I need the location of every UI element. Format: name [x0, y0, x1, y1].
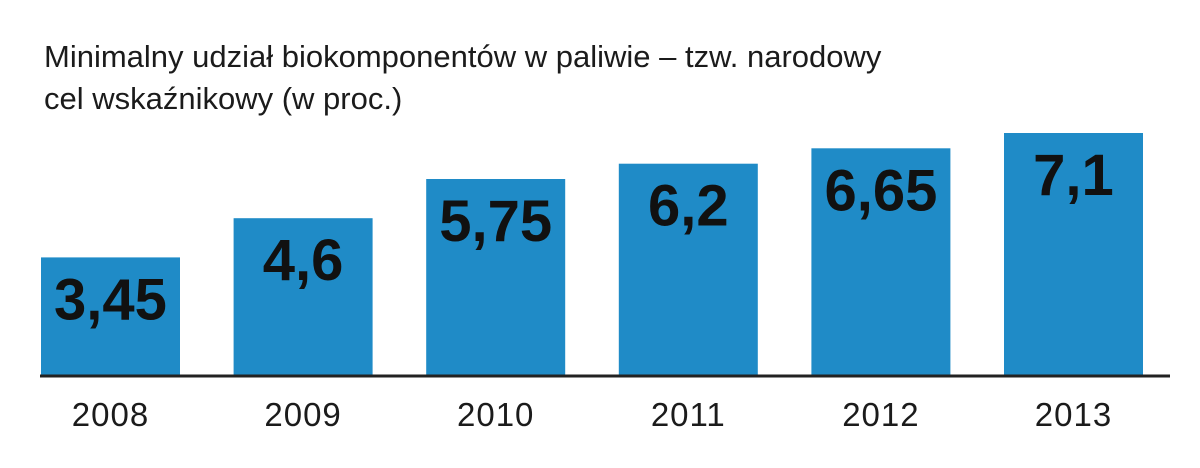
bar-2013	[1004, 133, 1143, 375]
value-label-2009: 4,6	[263, 228, 344, 293]
chart-title-line-1: Minimalny udział biokomponentów w paliwi…	[44, 39, 882, 74]
x-tick-label-2011: 2011	[651, 396, 726, 433]
x-tick-label-2009: 2009	[264, 396, 341, 433]
chart-title-line-2: cel wskaźnikowy (w proc.)	[44, 81, 403, 116]
x-tick-label-2010: 2010	[457, 396, 534, 433]
bar-2011	[618, 163, 758, 375]
x-tick-label-2013: 2013	[1035, 396, 1112, 433]
x-tick-labels: 2008 2009 2010 2011 2012 2013	[72, 396, 1112, 433]
value-label-2008: 3,45	[54, 267, 167, 332]
value-label-2013: 7,1	[1033, 143, 1114, 208]
bar-2010	[426, 179, 566, 375]
bar-2009	[233, 218, 373, 375]
bar-2008	[41, 257, 180, 375]
value-label-2010: 5,75	[439, 189, 552, 254]
value-label-2011: 6,2	[648, 174, 729, 239]
x-tick-label-2012: 2012	[842, 396, 919, 433]
bars-group: 3,45 4,6 5,75 6,2 6,65 7,1	[41, 133, 1143, 375]
bar-2012	[811, 148, 951, 375]
value-label-2012: 6,65	[824, 158, 937, 223]
chart-title: Minimalny udział biokomponentów w paliwi…	[44, 36, 1144, 120]
x-tick-label-2008: 2008	[72, 396, 149, 433]
